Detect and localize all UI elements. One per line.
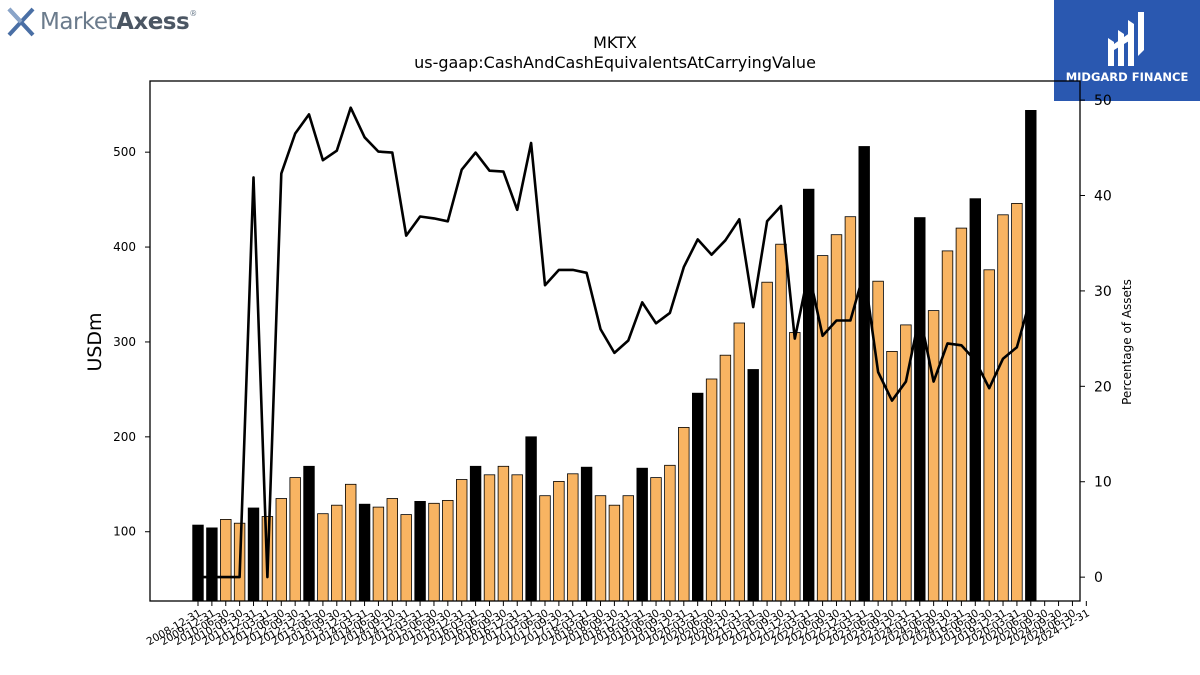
y-tick-label: 400 (113, 240, 136, 254)
bar-2019-09-30 (789, 332, 801, 602)
market-axess-logo: MarketAxess® (6, 4, 197, 40)
bar-2008-12-31 (192, 524, 204, 602)
bar-2012-06-30 (386, 498, 399, 602)
bar-2022-12-31 (969, 198, 982, 602)
bar-2013-03-31 (428, 502, 440, 602)
bar-2021-12-31 (914, 217, 926, 602)
bar-2011-12-31 (358, 503, 371, 602)
plot-frame (149, 80, 1081, 602)
x-axis: 2008-12-312009-12-312010-06-302010-09-30… (145, 601, 1092, 648)
y-tick-label: 500 (113, 145, 136, 159)
bar-2011-09-30 (344, 483, 357, 602)
bar-2009-12-31 (247, 507, 260, 602)
bar-2016-03-31 (594, 495, 607, 602)
bar-2018-06-30 (719, 354, 732, 602)
bar-2009-03-31 (206, 527, 218, 602)
bar-2015-12-31 (580, 466, 593, 602)
bar-2016-09-30 (622, 495, 635, 602)
bar-2017-03-31 (650, 477, 662, 602)
y2-tick-label: 20 (1094, 379, 1112, 395)
axess-x-icon (7, 7, 35, 37)
bar-2014-06-30 (497, 465, 510, 602)
bar-2014-03-31 (483, 474, 496, 602)
y-tick-label: 100 (113, 525, 136, 539)
bar-2020-09-30 (844, 216, 857, 602)
bar-2015-06-30 (553, 480, 565, 602)
bar-2017-06-30 (664, 464, 676, 602)
bar-2018-03-31 (705, 378, 718, 602)
bar-2021-06-30 (886, 350, 898, 602)
bar-2022-03-31 (927, 310, 940, 602)
bar-2017-12-31 (692, 392, 704, 602)
y2-tick-label: 30 (1094, 284, 1112, 300)
bar-2015-09-30 (567, 473, 579, 602)
midgard-finance-badge: MIDGARD FINANCE (1054, 0, 1200, 101)
bar-2012-12-31 (414, 500, 426, 602)
y2-tick-label: 40 (1094, 188, 1112, 204)
y-axis-label: USDm (84, 312, 106, 371)
bar-2010-09-30 (289, 477, 301, 602)
bar-2023-03-31 (983, 269, 995, 602)
chart-subtitle: us-gaap:CashAndCashEquivalentsAtCarrying… (414, 53, 816, 72)
bar-2016-12-31 (636, 467, 648, 602)
bars-group (192, 110, 1037, 602)
bar-2019-12-31 (803, 188, 815, 602)
midgard-finance-label: MIDGARD FINANCE (1065, 70, 1189, 84)
y2-tick-label: 0 (1094, 570, 1103, 586)
y-tick-label: 300 (113, 335, 136, 349)
bar-2020-12-31 (858, 146, 870, 602)
brand-left-light: Market (40, 9, 117, 35)
bar-2012-09-30 (400, 514, 412, 602)
y-axis-right: 0 10 20 30 40 50 (1080, 93, 1112, 586)
bar-2020-03-31 (816, 255, 829, 602)
bar-2018-12-31 (747, 369, 759, 602)
bar-2021-03-31 (872, 280, 884, 602)
bar-2022-06-30 (941, 250, 954, 602)
y2-tick-label: 50 (1094, 93, 1112, 109)
bar-2020-06-30 (830, 234, 843, 602)
bar-2011-06-30 (331, 504, 343, 602)
y2-axis-label: Percentage of Assets (1120, 279, 1134, 405)
bar-2017-09-30 (678, 426, 690, 602)
bar-2022-09-30 (955, 227, 968, 602)
bar-2023-06-30 (997, 214, 1009, 602)
bar-2023-09-30 (1011, 202, 1023, 602)
y2-tick-label: 10 (1094, 475, 1112, 491)
y-tick-label: 200 (113, 430, 136, 444)
bar-2018-09-30 (733, 322, 746, 602)
bar-2010-06-30 (275, 498, 288, 602)
bar-2010-12-31 (303, 465, 315, 602)
bar-2011-03-31 (317, 513, 329, 602)
midgard-logo-icon (1108, 12, 1144, 66)
bar-2013-06-30 (442, 499, 454, 602)
line-group (198, 106, 1033, 579)
bar-2014-09-30 (511, 474, 523, 602)
bar-2009-06-30 (220, 519, 232, 602)
bar-2016-06-30 (608, 504, 621, 602)
bar-2019-03-31 (761, 281, 773, 602)
y-axis-left: 100 200 300 400 500 (113, 145, 150, 539)
bar-2015-03-31 (539, 495, 551, 602)
chart-title: MKTX (593, 33, 637, 52)
brand-left-bold: Axess (116, 9, 190, 35)
bar-2013-12-31 (469, 465, 482, 602)
line-percentage-of-assets (198, 106, 1033, 579)
bar-2023-12-31 (1025, 110, 1037, 602)
bar-2014-12-31 (525, 436, 537, 602)
bar-2019-06-30 (775, 243, 787, 602)
bar-2013-09-30 (455, 479, 468, 602)
bar-2012-03-31 (372, 506, 385, 602)
brand-left-reg: ® (189, 9, 197, 18)
